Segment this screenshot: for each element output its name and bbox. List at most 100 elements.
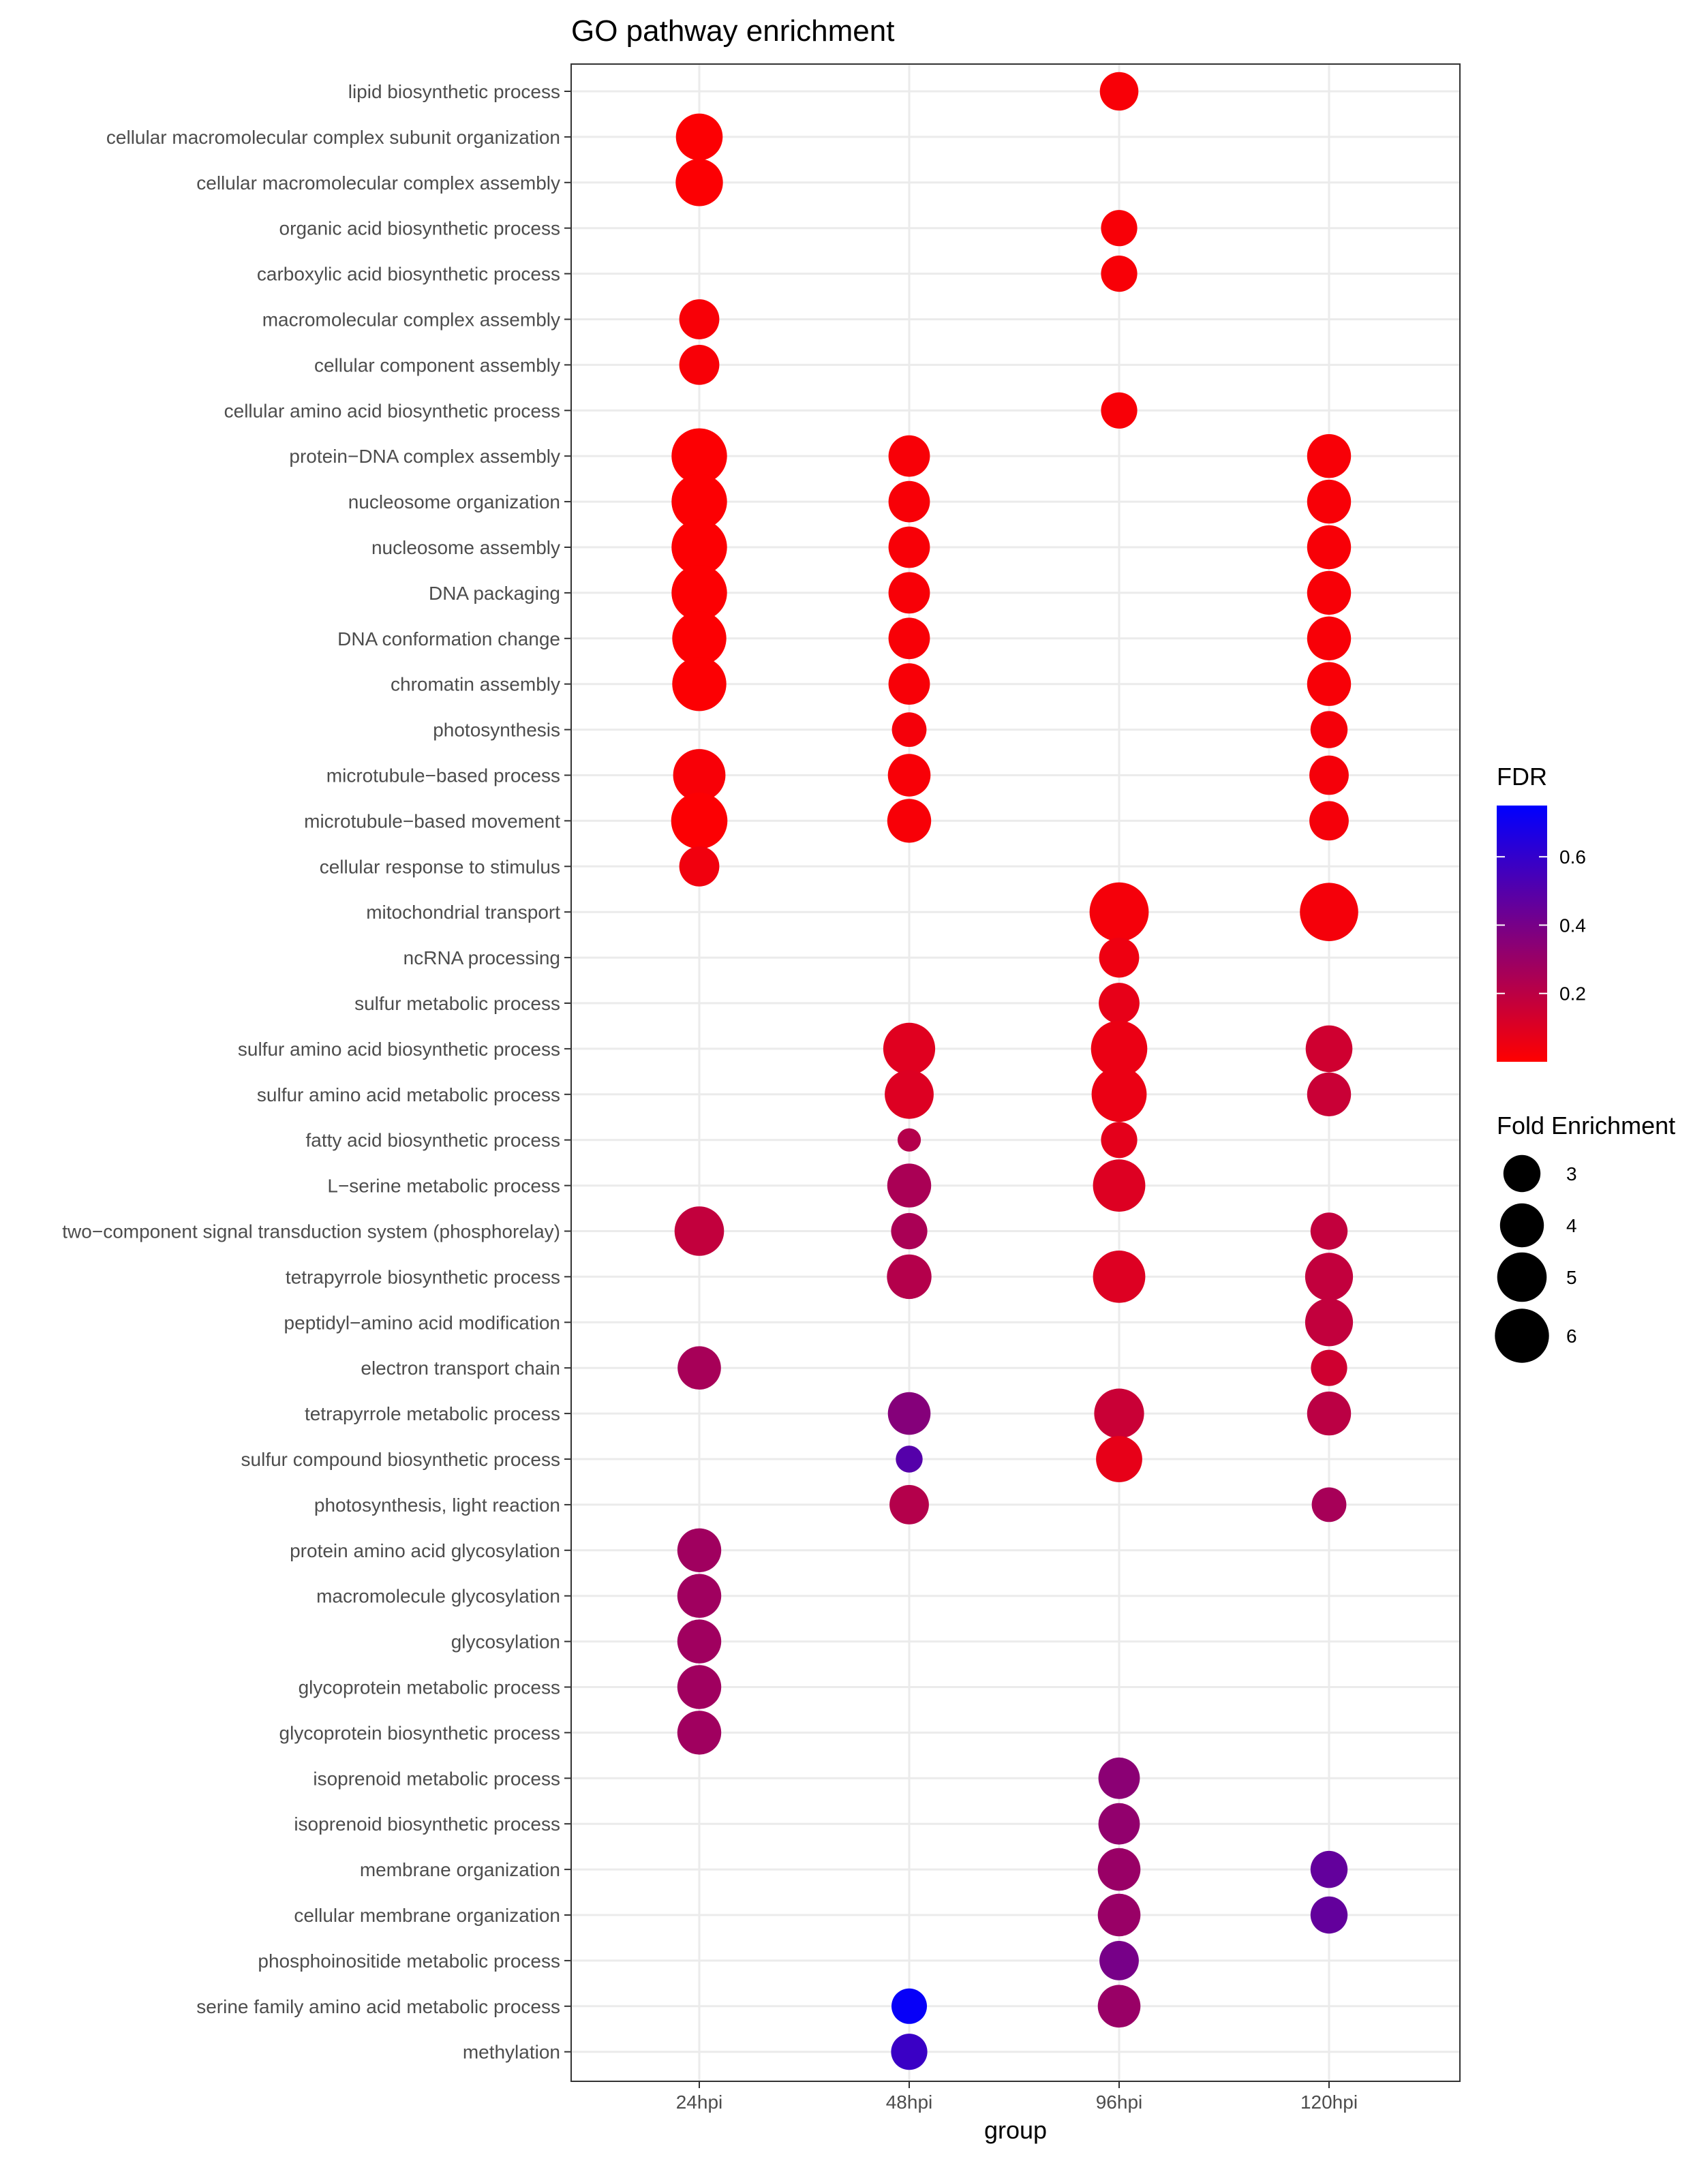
data-point: [1093, 1251, 1146, 1303]
data-point: [1101, 1122, 1138, 1159]
data-point: [887, 799, 932, 843]
y-tick-label: microtubule−based movement: [304, 810, 560, 831]
size-legend-label: 5: [1566, 1267, 1577, 1288]
y-tick-label: chromatin assembly: [391, 674, 560, 695]
size-legend-dot: [1499, 1203, 1544, 1248]
data-point: [671, 428, 727, 484]
data-point: [671, 793, 728, 849]
data-point: [1307, 1391, 1352, 1436]
data-point: [1096, 1436, 1142, 1482]
data-point: [1099, 937, 1140, 978]
data-point: [1307, 662, 1352, 706]
data-point: [1310, 1212, 1348, 1250]
plot-panel: [570, 63, 1461, 2082]
data-point: [1101, 392, 1138, 429]
y-tick-label: L−serine metabolic process: [327, 1176, 560, 1197]
data-point: [1310, 1896, 1348, 1934]
y-tick-label: isoprenoid metabolic process: [313, 1768, 560, 1789]
y-tick-label: microtubule−based process: [326, 765, 560, 786]
data-point: [887, 1254, 932, 1300]
data-point: [1089, 882, 1149, 942]
fdr-tick-label: 0.6: [1559, 846, 1586, 868]
data-point: [1305, 1298, 1354, 1347]
data-point: [1310, 711, 1348, 748]
data-point: [1099, 983, 1140, 1024]
size-legend-dot: [1503, 1154, 1541, 1193]
data-point: [1097, 1848, 1141, 1891]
y-tick-label: lipid biosynthetic process: [348, 81, 560, 102]
chart-title: GO pathway enrichment: [571, 14, 894, 48]
data-point: [891, 1212, 928, 1250]
data-point: [1099, 1941, 1139, 1980]
y-tick-label: isoprenoid biosynthetic process: [294, 1813, 560, 1835]
data-point: [1098, 1803, 1140, 1845]
data-point: [891, 712, 927, 747]
data-point: [1310, 1850, 1348, 1888]
y-tick-label: cellular amino acid biosynthetic process: [224, 400, 560, 421]
fold-enrichment-legend: Fold Enrichment 3 4 5 6: [1495, 1112, 1675, 1363]
y-tick-label: cellular macromolecular complex assembly: [196, 172, 560, 194]
data-point: [672, 657, 727, 711]
size-legend-label: 6: [1566, 1326, 1577, 1347]
data-point: [679, 846, 720, 887]
y-tick-label: methylation: [463, 2042, 560, 2063]
y-tick-label: electron transport chain: [361, 1358, 560, 1379]
data-point: [1307, 525, 1352, 570]
y-tick-label: DNA packaging: [429, 583, 560, 604]
fdr-tick-label: 0.2: [1559, 983, 1586, 1005]
data-point: [887, 1392, 931, 1435]
data-point: [883, 1022, 936, 1075]
y-tick-label: DNA conformation change: [337, 628, 560, 649]
y-tick-label: photosynthesis: [433, 720, 560, 741]
data-point: [891, 1988, 927, 2024]
data-point: [1094, 1388, 1144, 1439]
data-point: [1309, 801, 1349, 841]
data-point: [1305, 1025, 1353, 1073]
y-tick-label: cellular response to stimulus: [320, 856, 560, 877]
y-tick-label: serine family amino acid metabolic proce…: [196, 1996, 560, 2017]
data-point: [677, 1665, 722, 1709]
y-tick-label: carboxylic acid biosynthetic process: [257, 264, 560, 285]
data-point: [1101, 256, 1138, 292]
data-point: [677, 1619, 722, 1664]
data-point: [1099, 72, 1139, 111]
y-tick-label: tetrapyrrole biosynthetic process: [286, 1266, 560, 1287]
data-point: [885, 1069, 934, 1119]
data-point: [887, 754, 931, 797]
y-tick-label: macromolecule glycosylation: [316, 1586, 560, 1607]
data-point: [1097, 1985, 1141, 2028]
fdr-legend-title: FDR: [1497, 763, 1547, 791]
fdr-legend-ticks: 0.2 0.4 0.6: [1497, 846, 1586, 1005]
data-point: [1097, 1893, 1141, 1937]
size-legend-title: Fold Enrichment: [1497, 1112, 1675, 1139]
y-tick-label: tetrapyrrole metabolic process: [305, 1403, 560, 1424]
data-point: [887, 1163, 932, 1208]
data-point: [1307, 1072, 1352, 1117]
fdr-legend: FDR 0.2 0.4 0.6: [1497, 763, 1586, 1062]
y-tick-label: macromolecular complex assembly: [262, 309, 560, 331]
data-point: [1307, 479, 1352, 524]
data-point: [1091, 1067, 1147, 1122]
data-point: [673, 749, 726, 801]
data-point: [891, 2034, 928, 2070]
data-point: [896, 1445, 923, 1473]
y-tick-label: phosphoinositide metabolic process: [258, 1950, 560, 1972]
size-legend-dot: [1497, 1252, 1547, 1302]
y-tick-label: membrane organization: [360, 1859, 560, 1880]
data-point: [679, 345, 720, 385]
data-point: [671, 474, 727, 530]
data-point: [888, 480, 930, 523]
y-tick-label: glycoprotein biosynthetic process: [279, 1722, 560, 1743]
y-tick-label: cellular component assembly: [314, 354, 560, 376]
data-point: [1311, 1487, 1347, 1522]
data-point: [675, 159, 723, 206]
data-point: [1300, 883, 1358, 941]
data-point: [1101, 210, 1138, 247]
data-point: [677, 1574, 722, 1618]
y-tick-label: protein−DNA complex assembly: [289, 446, 560, 467]
data-point: [671, 519, 727, 575]
y-axis-labels: lipid biosynthetic process cellular macro…: [62, 81, 571, 2063]
y-tick-label: nucleosome assembly: [371, 537, 560, 558]
size-legend-entries: 3 4 5 6: [1495, 1154, 1577, 1363]
data-point: [672, 611, 727, 666]
